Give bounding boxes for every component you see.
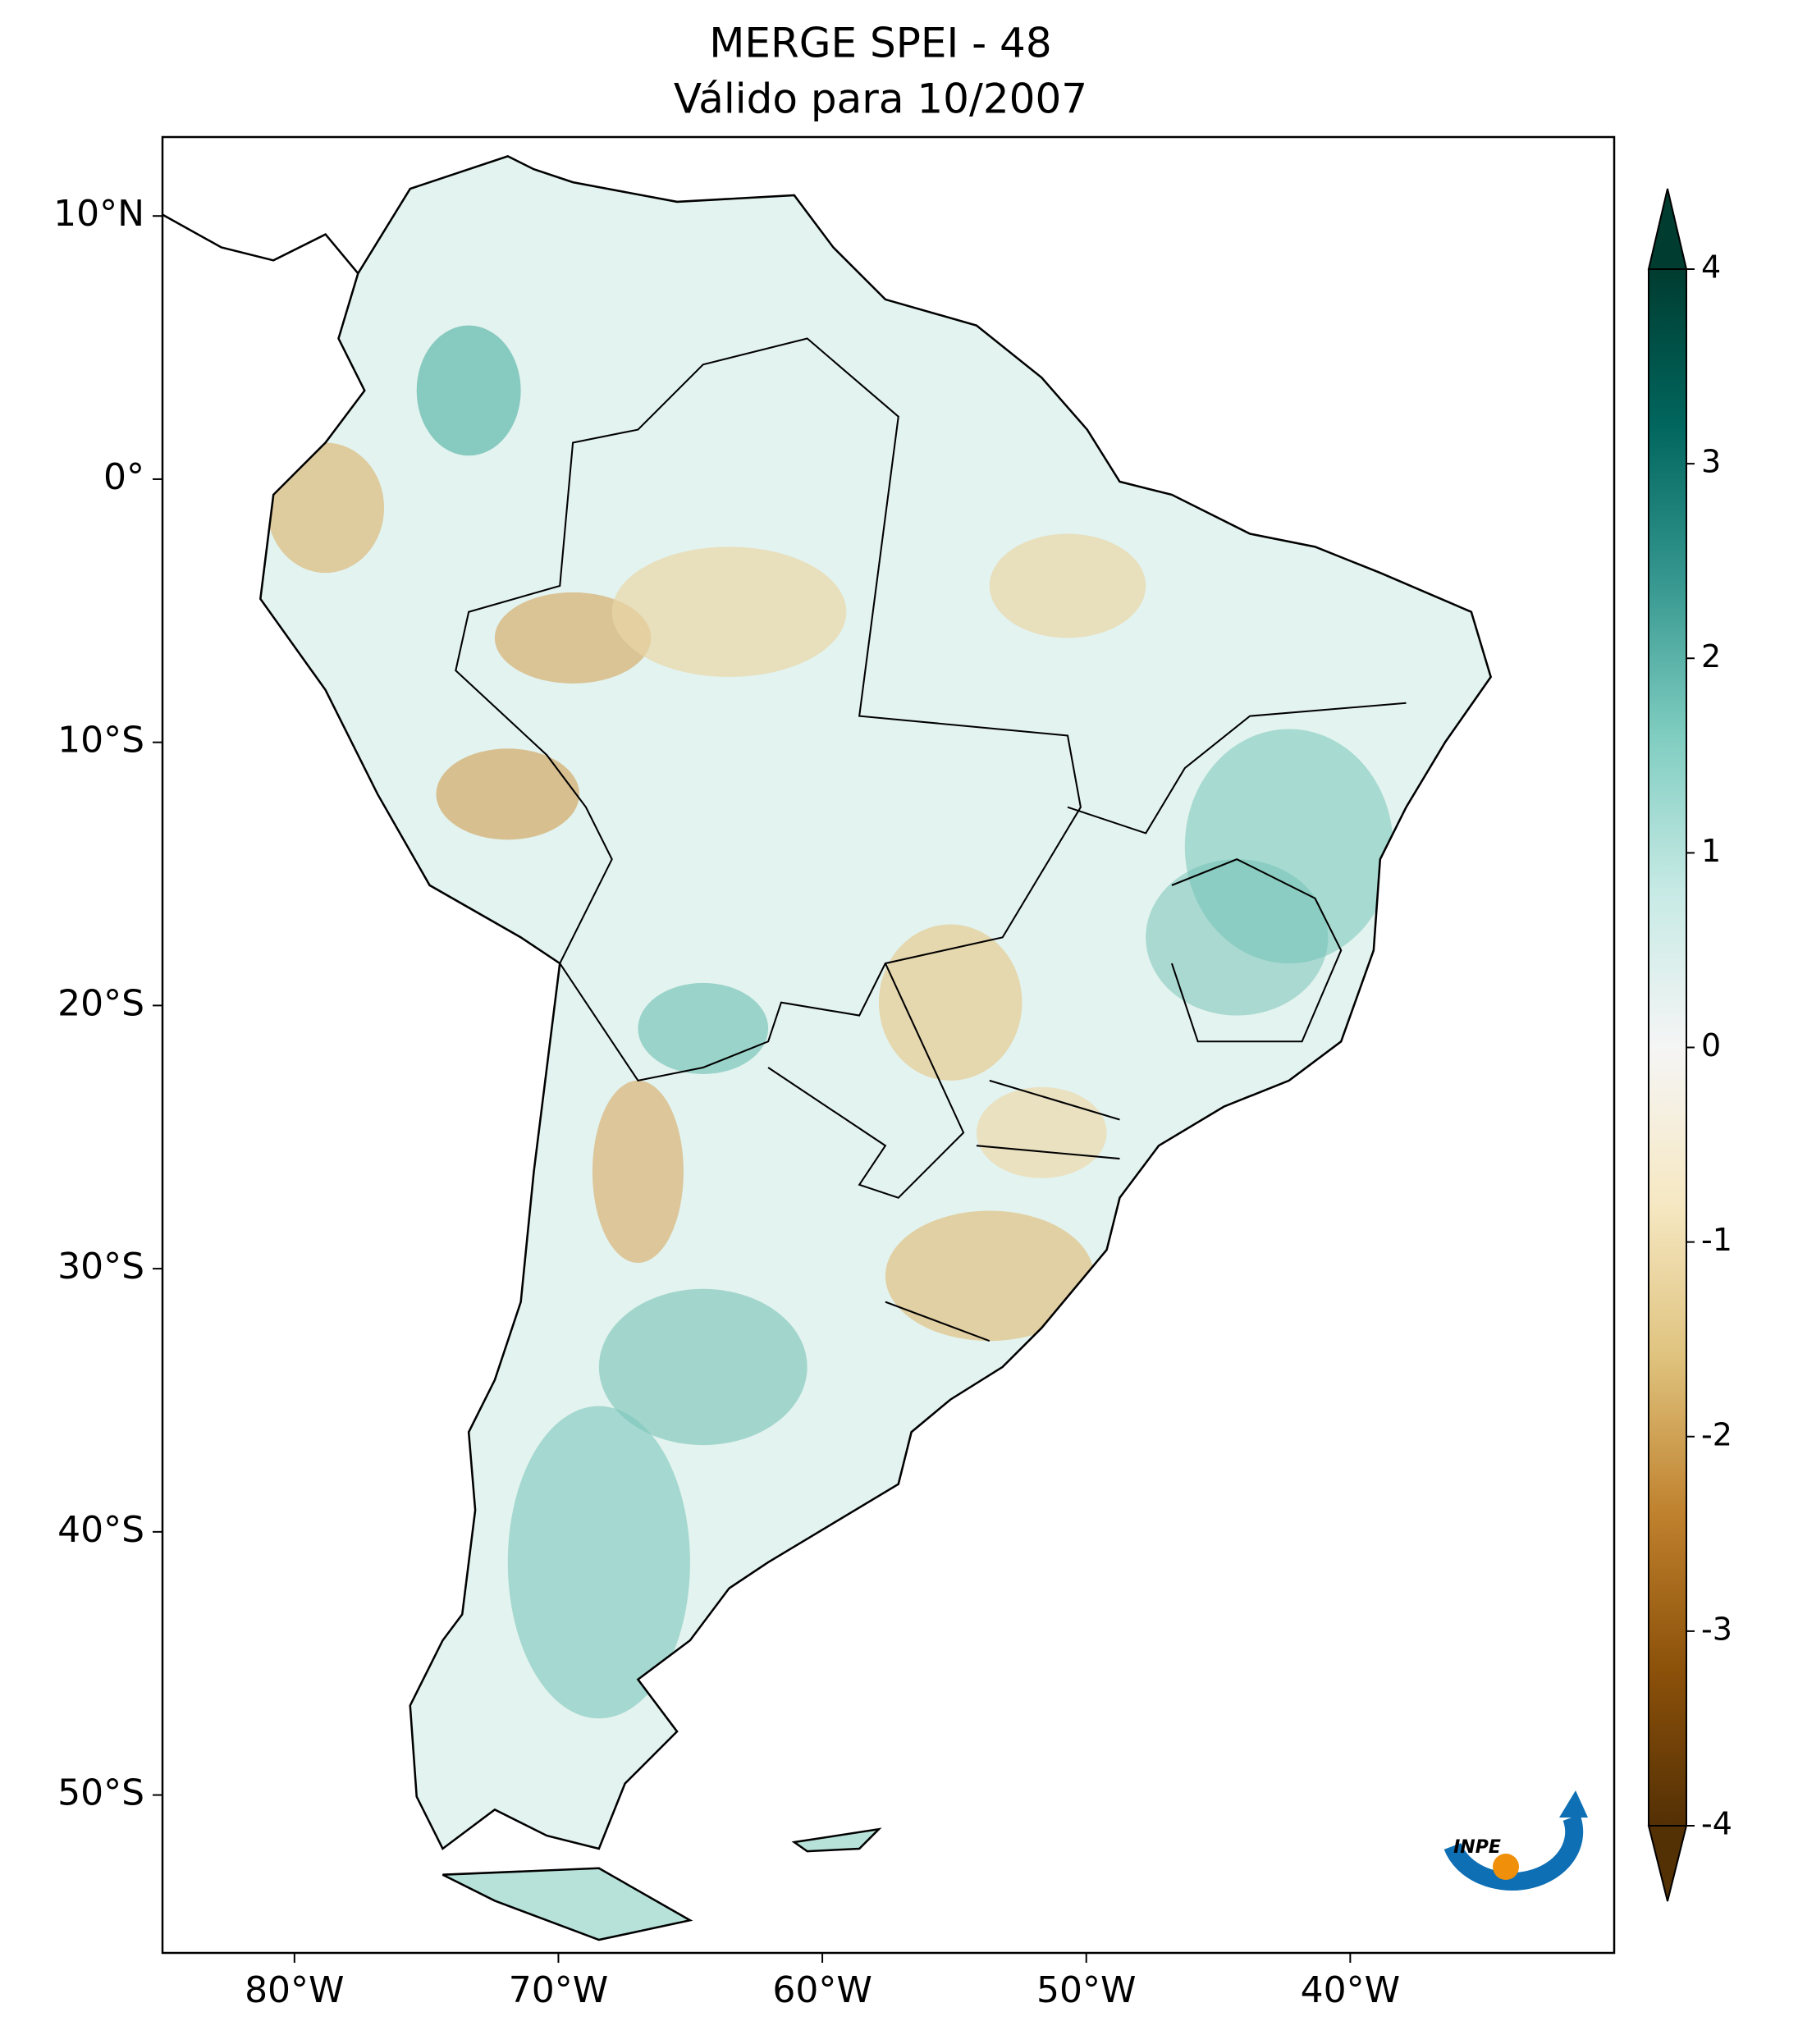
tierra-del-fuego bbox=[441, 1867, 693, 1941]
colorbar-tick-label: 0 bbox=[1701, 1027, 1721, 1063]
colorbar-tick-label: 3 bbox=[1701, 444, 1721, 480]
colorbar-extend-bottom bbox=[1647, 1825, 1688, 1902]
colorbar-tick-label: 2 bbox=[1701, 638, 1721, 674]
logo: INPE bbox=[1443, 1790, 1588, 1891]
y-tick-label: 40°S bbox=[57, 1509, 144, 1551]
patch bbox=[416, 325, 521, 456]
colorbar-tick-label: -2 bbox=[1701, 1416, 1732, 1452]
patch bbox=[267, 442, 385, 574]
colorbar-tick-label: 4 bbox=[1701, 249, 1721, 286]
x-tick-label: 70°W bbox=[509, 1969, 609, 2011]
colorbar-tick-label: 1 bbox=[1701, 833, 1721, 869]
chart-subtitle: Válido para 10/2007 bbox=[674, 75, 1087, 123]
spei-patches bbox=[267, 325, 1393, 1719]
logo-arrow bbox=[1559, 1790, 1588, 1818]
patch bbox=[598, 1288, 807, 1446]
falklands bbox=[791, 1827, 882, 1853]
central-america bbox=[162, 213, 359, 274]
y-tick-label: 50°S bbox=[57, 1772, 144, 1814]
continent-outline bbox=[258, 155, 1493, 1850]
colorbar: -4 -3 -2 -1 0 1 2 3 4 bbox=[1647, 188, 1732, 1902]
patch bbox=[638, 982, 769, 1074]
coastline bbox=[162, 155, 1493, 1941]
map bbox=[161, 135, 1616, 1955]
patch bbox=[592, 1080, 684, 1264]
y-tick-label: 10°S bbox=[57, 720, 144, 761]
colorbar-bar bbox=[1648, 268, 1687, 1827]
colorbar-extend-top bbox=[1647, 188, 1688, 270]
patch bbox=[989, 533, 1146, 638]
patch bbox=[507, 1406, 690, 1719]
patch bbox=[436, 748, 580, 840]
y-tick-label: 0° bbox=[103, 456, 144, 498]
chart-title: MERGE SPEI - 48 bbox=[709, 20, 1051, 67]
y-tick-label: 30°S bbox=[57, 1246, 144, 1287]
x-tick-label: 60°W bbox=[772, 1969, 872, 2011]
plot-frame bbox=[161, 135, 1616, 1955]
land-base bbox=[260, 156, 1491, 1941]
x-tick-label: 80°W bbox=[245, 1969, 345, 2011]
colorbar-tick-label: -4 bbox=[1701, 1806, 1732, 1842]
patch bbox=[976, 1086, 1107, 1178]
x-tick-label: 50°W bbox=[1036, 1969, 1137, 2011]
patch bbox=[611, 546, 847, 678]
borders bbox=[455, 337, 1082, 1082]
logo-text: INPE bbox=[1453, 1837, 1501, 1858]
logo-dot bbox=[1493, 1854, 1519, 1880]
patch bbox=[494, 592, 652, 684]
patch bbox=[1146, 859, 1329, 1016]
logo-swoosh bbox=[1443, 1814, 1584, 1891]
y-tick-label: 10°N bbox=[53, 193, 144, 235]
state-borders bbox=[767, 702, 1407, 1342]
x-tick-label: 40°W bbox=[1301, 1969, 1401, 2011]
patch bbox=[878, 924, 1023, 1081]
colorbar-tick-label: -3 bbox=[1701, 1611, 1732, 1647]
colorbar-tick-label: -1 bbox=[1701, 1222, 1732, 1258]
patch bbox=[885, 1210, 1094, 1342]
y-tick-label: 20°S bbox=[57, 982, 144, 1024]
land-fill bbox=[260, 156, 1491, 1941]
